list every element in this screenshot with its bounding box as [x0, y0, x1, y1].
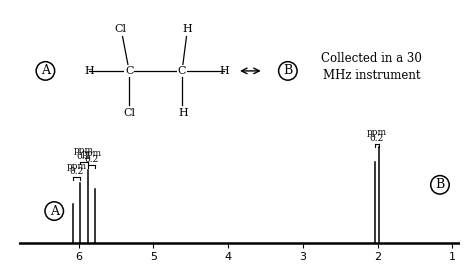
Text: B: B — [435, 178, 445, 191]
Text: 0.2: 0.2 — [370, 134, 384, 143]
Text: ppm: ppm — [74, 146, 94, 155]
Text: C: C — [125, 66, 133, 76]
Text: A: A — [41, 64, 50, 77]
Text: Cl: Cl — [123, 108, 135, 118]
Text: B: B — [283, 64, 292, 77]
Text: 0.2: 0.2 — [77, 152, 91, 161]
Text: H: H — [219, 66, 229, 76]
Text: 0.2: 0.2 — [84, 155, 99, 164]
Text: 0.2: 0.2 — [69, 167, 83, 177]
Text: ppm: ppm — [82, 149, 101, 158]
Text: C: C — [178, 66, 186, 76]
Text: A: A — [50, 205, 59, 218]
Text: ppm: ppm — [66, 162, 87, 171]
Text: H: H — [178, 108, 188, 118]
Text: Collected in a 30
MHz instrument: Collected in a 30 MHz instrument — [321, 52, 422, 82]
Text: H: H — [85, 66, 94, 76]
Text: Cl: Cl — [114, 24, 127, 34]
Text: H: H — [182, 24, 192, 34]
Text: ppm: ppm — [367, 128, 387, 137]
